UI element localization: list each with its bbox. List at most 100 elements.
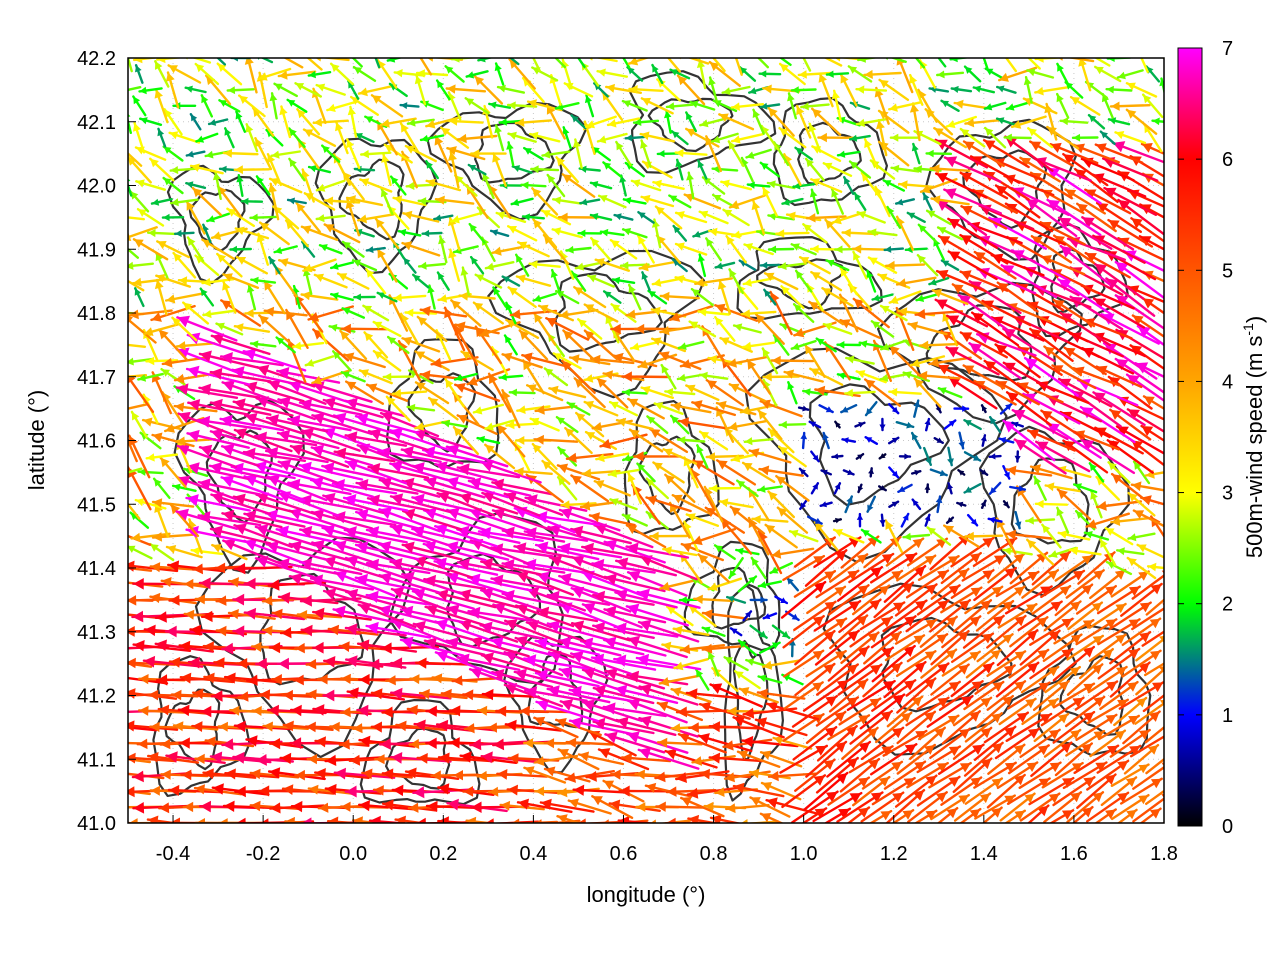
wind-vector — [860, 528, 882, 544]
wind-vector — [258, 221, 290, 246]
wind-vector — [128, 226, 158, 241]
wind-vector — [945, 346, 1000, 376]
wind-vector — [311, 540, 373, 563]
wind-vector — [708, 484, 742, 493]
wind-vector — [229, 245, 253, 253]
wind-vector — [558, 308, 599, 320]
wind-vector — [401, 477, 463, 497]
wind-vector — [793, 600, 837, 632]
wind-vector — [986, 773, 1026, 809]
wind-vector — [674, 242, 708, 256]
wind-vector — [650, 306, 687, 318]
wind-vector — [531, 442, 558, 470]
wind-vector — [810, 450, 820, 463]
wind-vector — [210, 333, 271, 356]
wind-vector — [299, 558, 363, 576]
wind-vector — [896, 743, 936, 775]
wind-vector — [136, 207, 165, 227]
wind-vector — [414, 381, 450, 405]
wind-vector — [686, 786, 741, 799]
wind-vector — [558, 667, 621, 692]
wind-vector — [505, 301, 517, 325]
wind-vector — [472, 403, 504, 415]
wind-vector — [602, 290, 622, 304]
wind-vector — [685, 688, 742, 700]
wind-vector — [220, 299, 262, 327]
wind-vector — [233, 523, 293, 549]
wind-vector — [1095, 475, 1121, 501]
wind-vector — [441, 419, 468, 428]
wind-vector — [813, 600, 862, 632]
wind-vector — [151, 498, 195, 508]
wind-vector — [748, 768, 791, 780]
wind-vector — [1077, 551, 1116, 585]
wind-vector — [322, 588, 384, 610]
wind-vector — [838, 697, 882, 726]
terrain-contour-line — [772, 97, 888, 207]
wind-vector — [619, 261, 650, 270]
wind-vector — [714, 261, 736, 270]
wind-vector — [943, 524, 980, 548]
wind-vector — [1078, 648, 1115, 680]
wind-vector — [798, 256, 831, 275]
wind-vector — [427, 396, 459, 421]
wind-vector — [128, 437, 138, 463]
wind-vector — [533, 434, 579, 445]
wind-vector — [1014, 450, 1021, 463]
wind-vector — [888, 290, 922, 304]
wind-vector — [590, 236, 612, 262]
wind-vector — [981, 299, 1032, 327]
wind-vector — [262, 721, 309, 732]
y-tick-label: 41.5 — [77, 494, 116, 516]
colorbar-title-end: ) — [1242, 316, 1267, 323]
terrain-contour-line — [487, 249, 706, 399]
wind-vector — [1109, 661, 1151, 698]
wind-vector — [1052, 682, 1096, 709]
wind-vector — [128, 402, 150, 410]
wind-vector — [625, 542, 690, 559]
wind-vector — [714, 303, 759, 322]
wind-vector — [774, 595, 789, 605]
wind-vector — [656, 737, 703, 748]
wind-vector — [1099, 538, 1117, 566]
wind-vector — [577, 229, 603, 237]
wind-vector — [934, 298, 989, 328]
wind-vector — [1057, 377, 1113, 408]
wind-vector — [1029, 464, 1073, 480]
wind-vector — [793, 570, 837, 598]
wind-vector — [417, 261, 447, 270]
wind-vector — [534, 637, 600, 656]
wind-vector — [173, 229, 195, 237]
wind-vector — [697, 553, 730, 583]
wind-vector — [1142, 693, 1164, 713]
wind-vector — [1011, 421, 1024, 428]
wind-vector — [161, 213, 185, 222]
wind-vector — [139, 431, 162, 450]
wind-vector — [1009, 616, 1049, 648]
x-tick-label: 0.4 — [519, 843, 547, 865]
wind-vector — [813, 521, 839, 552]
wind-vector — [209, 428, 272, 451]
wind-vector — [128, 534, 152, 546]
wind-vector — [333, 447, 396, 463]
wind-vector — [366, 494, 430, 512]
wind-vector — [956, 501, 967, 508]
wind-vector — [897, 483, 913, 493]
wind-vector — [401, 541, 463, 561]
wind-vector — [669, 414, 690, 435]
wind-vector — [1052, 298, 1096, 328]
wind-vector — [1005, 529, 1053, 540]
wind-vector — [557, 748, 600, 771]
wind-vector — [771, 624, 791, 639]
wind-vector — [822, 431, 830, 450]
wind-vector — [142, 322, 181, 336]
wind-vector — [151, 432, 195, 448]
wind-vector — [249, 213, 277, 222]
wind-vector — [698, 701, 751, 720]
wind-vector — [788, 529, 819, 543]
wind-vector — [466, 368, 511, 386]
wind-vector — [820, 469, 832, 476]
wind-vector — [573, 286, 607, 309]
wind-vector — [185, 494, 251, 512]
wind-vector — [1032, 680, 1070, 711]
